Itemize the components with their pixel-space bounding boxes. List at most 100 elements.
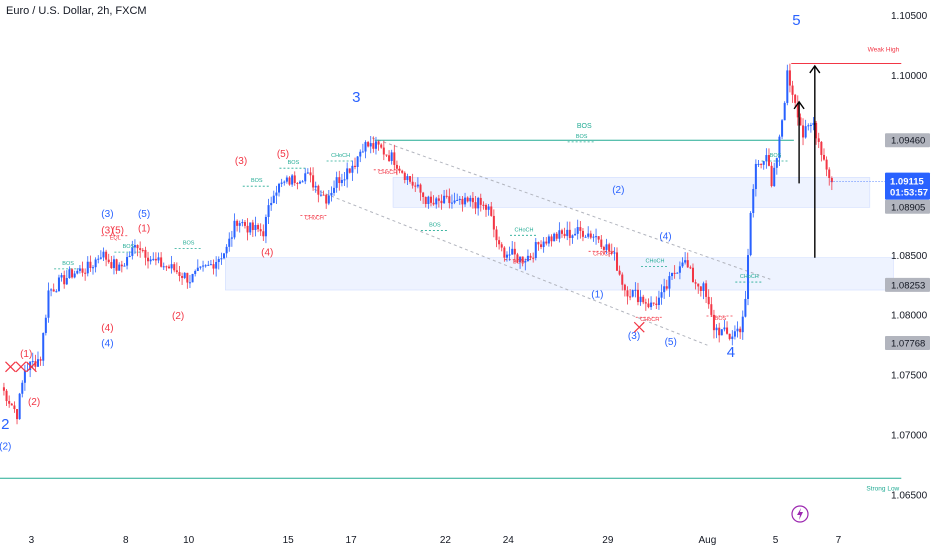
time-tick: 24 — [503, 535, 515, 546]
candle — [631, 290, 634, 297]
candle — [550, 236, 553, 242]
candle — [351, 165, 354, 173]
candle — [665, 286, 668, 289]
structure-marker: BOS — [62, 261, 74, 267]
candle — [343, 179, 346, 181]
candle — [118, 264, 121, 271]
candle — [500, 244, 503, 248]
candle — [194, 270, 197, 274]
candle — [36, 359, 39, 367]
candle — [322, 194, 325, 196]
candle — [31, 361, 34, 363]
candle — [238, 223, 241, 226]
candle — [469, 197, 472, 202]
time-tick: 29 — [602, 535, 614, 546]
candle — [691, 267, 694, 283]
candle — [403, 172, 406, 181]
candle — [251, 222, 254, 230]
candle — [112, 259, 115, 269]
lightning-icon — [791, 505, 809, 523]
candle — [702, 283, 705, 291]
candle — [526, 255, 529, 262]
structure-marker: BOS — [183, 241, 195, 247]
candle — [173, 264, 176, 271]
candle — [720, 329, 723, 336]
candle — [778, 136, 781, 159]
structure-marker: CHoCH — [640, 317, 659, 323]
candle — [419, 184, 422, 193]
cross-marker — [15, 361, 27, 373]
candle — [264, 216, 267, 237]
candle — [760, 163, 763, 165]
structure-marker: CHoCH — [305, 215, 324, 221]
candle — [560, 230, 563, 234]
candle — [697, 283, 700, 287]
candle — [374, 141, 377, 149]
candle — [356, 156, 359, 167]
candle — [432, 202, 435, 205]
candle — [236, 220, 239, 226]
candle — [217, 258, 220, 263]
candle — [175, 270, 178, 273]
zone-0 — [392, 177, 871, 208]
wave-label: (2) — [0, 441, 11, 452]
price-tag-label: 1.07768 — [891, 339, 925, 350]
candle — [319, 194, 322, 196]
candle — [571, 235, 574, 238]
candle — [223, 253, 226, 259]
candle — [828, 169, 831, 178]
structure-marker: BOS — [251, 178, 263, 184]
candle — [126, 257, 129, 266]
candle — [804, 126, 807, 138]
candle — [230, 237, 233, 239]
candle — [616, 252, 619, 271]
candle — [325, 194, 328, 204]
candle — [382, 147, 385, 155]
cross-marker — [633, 321, 645, 333]
candle — [490, 206, 493, 216]
price-tag — [885, 336, 930, 351]
structure-marker: BOS — [429, 223, 441, 229]
candles — [2, 63, 833, 425]
candle — [199, 266, 202, 268]
candle — [123, 265, 126, 267]
candle — [464, 197, 467, 205]
candle — [482, 204, 485, 206]
level-label-2: Strong Low — [866, 485, 899, 492]
structure-marker: BOS — [288, 160, 300, 166]
candle — [563, 233, 566, 237]
price-tick: 1.06500 — [891, 491, 928, 502]
candle — [629, 296, 632, 298]
candle — [445, 195, 448, 197]
candle — [170, 264, 173, 269]
candle — [783, 102, 786, 121]
structure-marker: BOS — [715, 316, 727, 322]
structure-marker: CHoCH — [515, 227, 534, 233]
price-tick: 1.08000 — [891, 311, 928, 322]
candle — [786, 70, 789, 103]
candle — [348, 168, 351, 173]
candle — [354, 165, 357, 167]
wave-label: (1) — [591, 289, 603, 300]
wave-label: (3) — [101, 209, 113, 220]
candle — [136, 245, 139, 249]
structure-marker: BOS — [123, 244, 135, 250]
candle — [558, 230, 561, 239]
price-tick: 1.10000 — [891, 71, 928, 82]
candle — [395, 164, 398, 169]
wave-label: (3) — [628, 331, 640, 342]
candle — [335, 177, 338, 188]
time-tick: 17 — [346, 535, 358, 546]
target-arrow-small — [793, 100, 805, 184]
candle — [689, 267, 692, 269]
candle — [385, 154, 388, 156]
candle — [820, 141, 823, 155]
candle — [429, 196, 432, 203]
candle — [602, 246, 605, 250]
time-tick: 7 — [836, 535, 842, 546]
candle — [587, 233, 590, 237]
candle — [233, 220, 236, 238]
time-tick: 22 — [440, 535, 452, 546]
candle — [516, 254, 519, 263]
